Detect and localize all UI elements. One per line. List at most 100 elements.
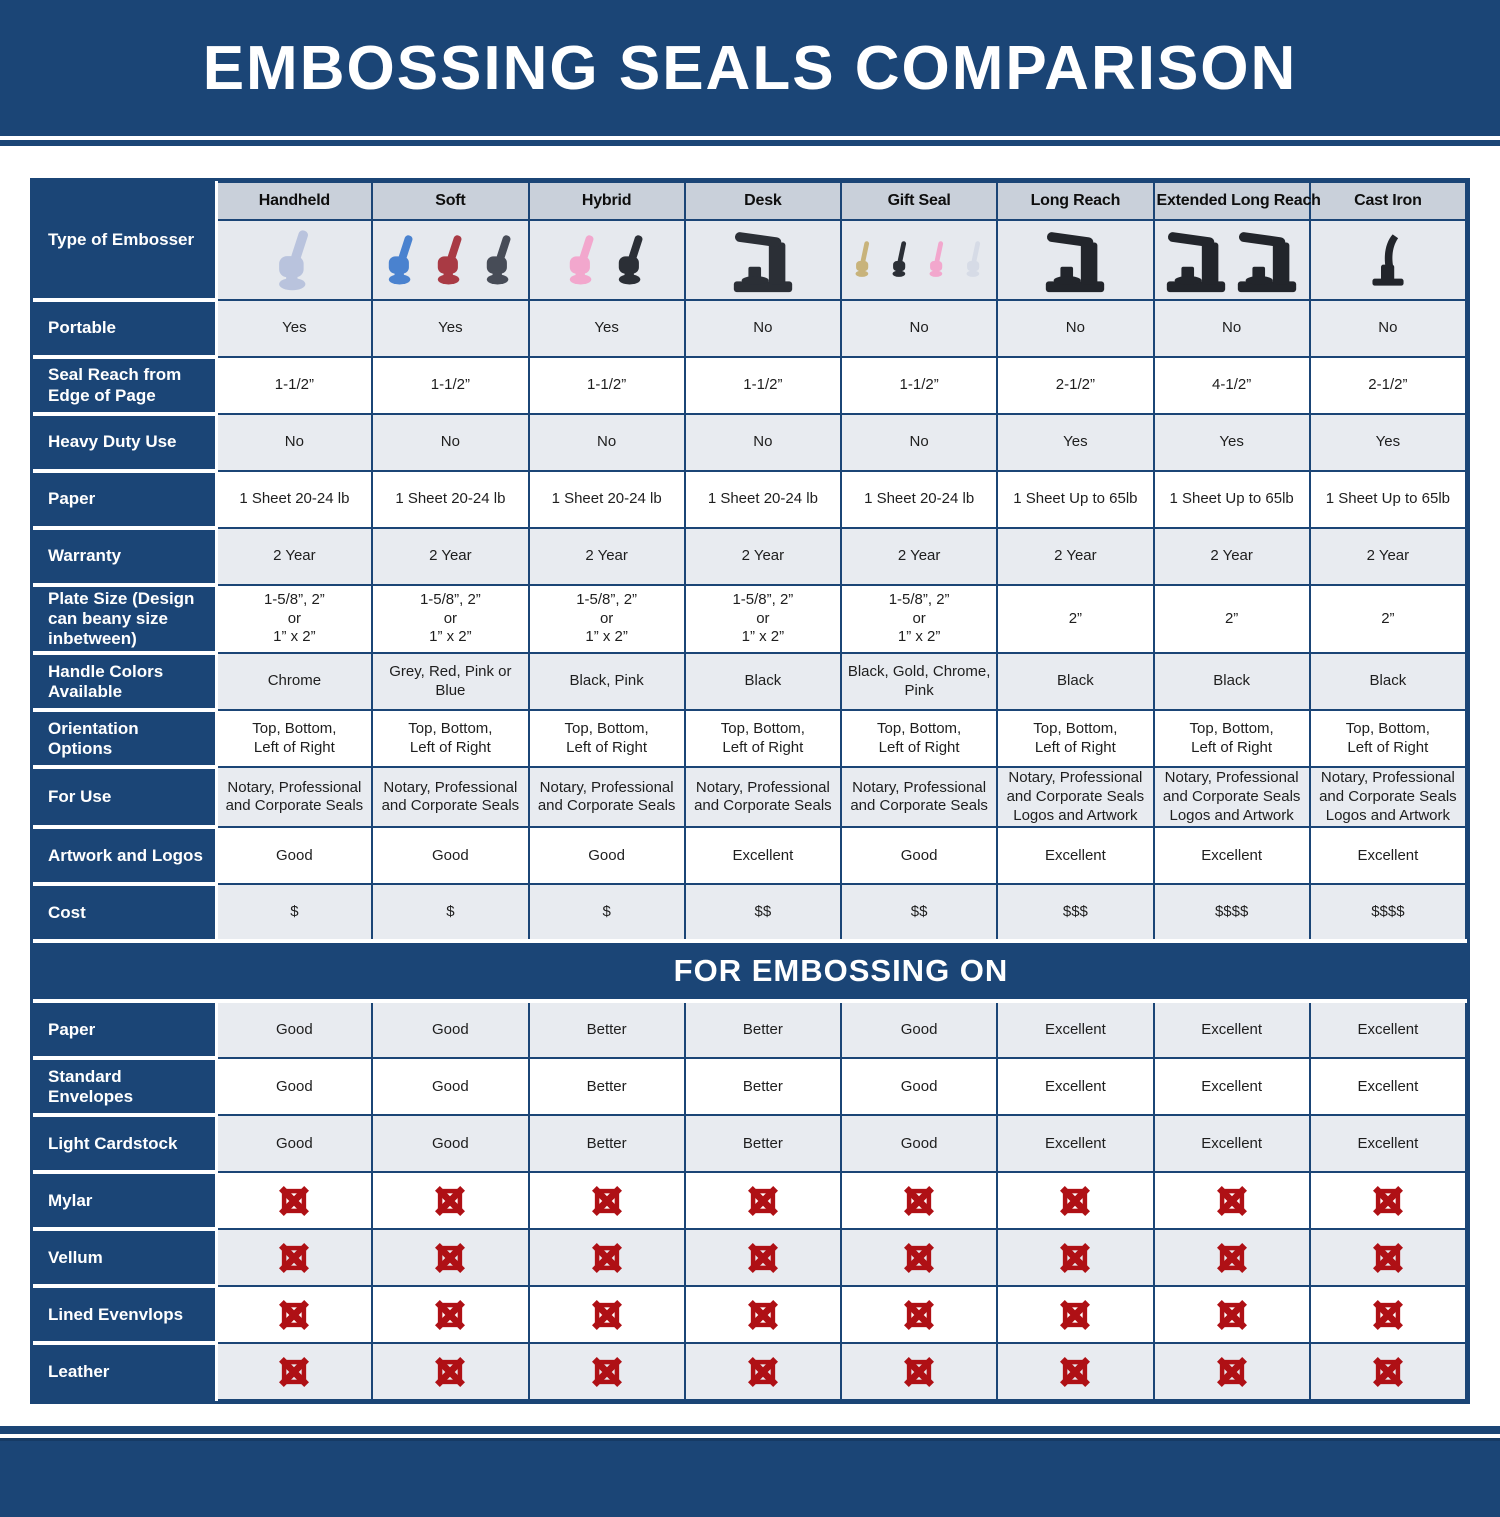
- cell-value: Good: [432, 846, 469, 864]
- table-cell: No: [839, 299, 999, 358]
- table-cell: Better: [683, 1114, 843, 1174]
- cell-value: Good: [276, 846, 313, 864]
- embosser-photo-cell: [996, 219, 1155, 301]
- table-cell: Excellent: [996, 826, 1155, 886]
- table-cell: No: [1308, 299, 1468, 358]
- table-cell: Top, Bottom, Left of Right: [996, 709, 1155, 769]
- table-cell: $: [527, 883, 686, 943]
- table-cell: $$$$: [1152, 883, 1311, 943]
- cell-value: 1 Sheet 20-24 lb: [551, 490, 662, 508]
- cell-value: Good: [900, 1134, 938, 1152]
- cell-value: Better: [586, 1021, 627, 1039]
- table-cell: 2 Year: [371, 527, 530, 586]
- column-header: Desk: [683, 181, 843, 221]
- x-mark-icon: [745, 1240, 781, 1276]
- cell-value: 1 Sheet Up to 65lb: [1325, 490, 1450, 508]
- table-cell: 2”: [1152, 583, 1311, 655]
- cell-value: Good: [900, 1077, 938, 1095]
- desk-embosser-icon: [1162, 225, 1230, 295]
- table-cell: $$$: [996, 883, 1155, 943]
- table-cell: [1308, 1171, 1468, 1231]
- table-cell: Good: [371, 1000, 530, 1060]
- table-cell: Chrome: [214, 652, 374, 712]
- x-mark-icon: [1370, 1297, 1406, 1333]
- cell-value: No: [753, 319, 773, 337]
- cell-value: 1-5/8”, 2” or 1” x 2”: [732, 590, 794, 646]
- row-label: Vellum: [33, 1227, 218, 1289]
- cell-value: Excellent: [1044, 1021, 1106, 1039]
- divider-stripe-navy: [0, 140, 1500, 146]
- table-cell: [371, 1171, 530, 1231]
- table-cell: 1-5/8”, 2” or 1” x 2”: [527, 583, 686, 655]
- cell-value: Notary, Professional and Corporate Seals: [225, 778, 364, 815]
- cell-value: Excellent: [732, 846, 794, 864]
- table-cell: Yes: [527, 299, 686, 358]
- table-cell: 1 Sheet Up to 65lb: [996, 470, 1155, 529]
- cell-value: Good: [900, 1021, 938, 1039]
- table-cell: [527, 1285, 686, 1345]
- cell-value: Excellent: [1044, 846, 1106, 864]
- table-cell: 2-1/2”: [1308, 356, 1468, 415]
- cell-value: $$: [754, 903, 772, 921]
- table-cell: No: [214, 413, 374, 472]
- table-cell: Notary, Professional and Corporate Seals: [527, 766, 686, 829]
- table-cell: Notary, Professional and Corporate Seals…: [996, 766, 1155, 829]
- table-cell: [839, 1228, 999, 1288]
- x-mark-icon: [276, 1297, 312, 1333]
- column-header: Hybrid: [527, 181, 686, 221]
- row-label: Seal Reach from Edge of Page: [33, 355, 218, 416]
- cell-value: Top, Bottom, Left of Right: [408, 719, 493, 756]
- cell-value: 1-1/2”: [274, 376, 314, 394]
- table-cell: Notary, Professional and Corporate Seals: [371, 766, 530, 829]
- table-cell: [371, 1228, 530, 1288]
- column-header: Long Reach: [996, 181, 1155, 221]
- x-mark-icon: [1370, 1354, 1406, 1390]
- table-cell: No: [996, 299, 1155, 358]
- cell-value: Top, Bottom, Left of Right: [564, 719, 649, 756]
- table-cell: Good: [214, 1000, 374, 1060]
- cell-value: No: [440, 433, 460, 451]
- table-cell: Better: [683, 1057, 843, 1117]
- table-cell: Good: [371, 1114, 530, 1174]
- cell-value: $$: [910, 903, 928, 921]
- table-cell: Better: [683, 1000, 843, 1060]
- table-cell: Excellent: [1152, 1000, 1311, 1060]
- x-mark-icon: [432, 1183, 468, 1219]
- table-cell: Top, Bottom, Left of Right: [527, 709, 686, 769]
- cell-value: Yes: [1375, 433, 1401, 451]
- table-cell: [371, 1342, 530, 1402]
- table-cell: Good: [527, 826, 686, 886]
- row-label: Cost: [33, 882, 218, 944]
- cell-value: 2 Year: [1054, 547, 1097, 565]
- table-cell: Yes: [214, 299, 374, 358]
- cell-value: Grey, Red, Pink or Blue: [389, 662, 512, 699]
- cell-value: Good: [276, 1134, 313, 1152]
- cell-value: Black: [1369, 672, 1407, 690]
- footer-stripe: [0, 1426, 1500, 1435]
- table-cell: Black: [1308, 652, 1468, 712]
- column-header: Cast Iron: [1308, 181, 1468, 221]
- table-cell: Notary, Professional and Corporate Seals: [214, 766, 374, 829]
- table-cell: [1308, 1342, 1468, 1402]
- desk-embosser-photo: [688, 225, 838, 295]
- table-cell: 1 Sheet Up to 65lb: [1152, 470, 1311, 529]
- long-reach-embosser-photo: [1000, 225, 1150, 295]
- footer-gap: [0, 1434, 1500, 1439]
- row-label: Paper: [33, 999, 218, 1061]
- table-cell: Good: [214, 1114, 374, 1174]
- page-title: EMBOSSING SEALS COMPARISON: [202, 33, 1298, 103]
- cast-iron-embosser-photo: [1313, 232, 1463, 288]
- cell-value: 2 Year: [429, 547, 472, 565]
- table-cell: [996, 1342, 1155, 1402]
- table-cell: [839, 1171, 999, 1231]
- cell-value: Good: [432, 1077, 469, 1095]
- table-cell: Excellent: [996, 1000, 1155, 1060]
- table-cell: 2 Year: [1152, 527, 1311, 586]
- row-label: Heavy Duty Use: [33, 412, 218, 473]
- row-label: For Use: [33, 765, 218, 830]
- cell-value: 1 Sheet 20-24 lb: [395, 490, 506, 508]
- cell-value: Notary, Professional and Corporate Seals: [381, 778, 520, 815]
- cell-value: Better: [586, 1077, 627, 1095]
- cell-value: Black: [1057, 672, 1094, 690]
- table-cell: Excellent: [996, 1057, 1155, 1117]
